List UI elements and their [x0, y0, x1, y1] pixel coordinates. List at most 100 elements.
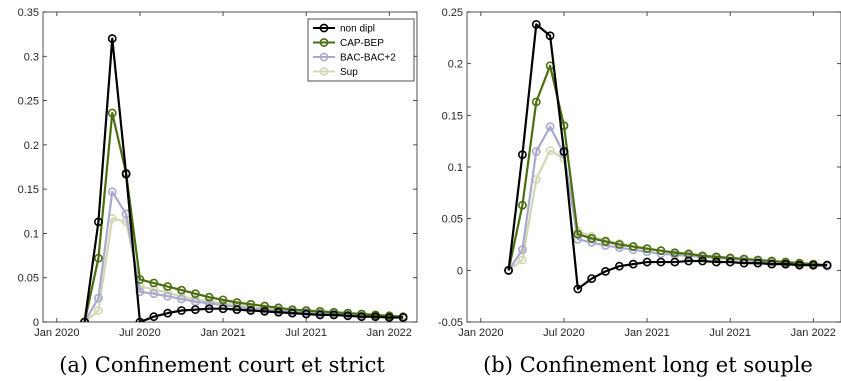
data-point: [711, 252, 721, 262]
data-point: [711, 257, 721, 267]
data-point: [94, 253, 103, 263]
data-point: [94, 217, 103, 227]
data-point: [698, 251, 707, 261]
data-point: [698, 256, 707, 266]
data-point: [545, 31, 555, 41]
data-point: [135, 317, 145, 322]
data-point: [357, 312, 366, 322]
data-point: [246, 306, 256, 315]
data-point: [614, 261, 624, 271]
data-point: [177, 306, 186, 315]
y-tick-label: 0.15: [442, 110, 463, 122]
y-tick-label: 0.2: [448, 59, 463, 71]
data-point: [107, 108, 117, 118]
legend-swatch-marker: [319, 38, 329, 47]
data-point: [190, 305, 200, 314]
plot-area: [466, 11, 841, 323]
data-point: [628, 242, 638, 251]
data-point: [642, 244, 652, 254]
data-point: [559, 147, 569, 156]
legend-label: non dipl: [340, 24, 375, 35]
y-tick-label: 0.25: [442, 7, 463, 19]
chart-panel-a: 0 0.05 0.1 0.15 0.2 0.25 0.3 0.35 Jan 2020 Jul 20…: [18, 7, 418, 377]
x-tick-label: Jan 2021: [624, 327, 669, 339]
data-point: [190, 289, 200, 299]
data-point: [149, 312, 159, 322]
data-point: [656, 257, 666, 267]
data-point: [573, 284, 583, 294]
caption: (a) Confinement court et strict: [59, 353, 385, 377]
series-non-dipl: [80, 34, 408, 322]
x-tick-label: Jan 2022: [367, 327, 412, 339]
data-point: [94, 293, 103, 303]
data-point: [274, 307, 283, 317]
data-point: [601, 236, 610, 246]
data-point: [371, 312, 380, 322]
chart-panel-b: -0.05 0 0.05 0.1 0.15 0.2 0.25 Jan 2020 Jul 2020…: [438, 7, 841, 377]
legend-swatch-marker: [319, 52, 329, 62]
data-point: [218, 304, 228, 314]
data-point: [684, 256, 694, 266]
data-point: [163, 308, 173, 318]
legend-swatch-marker: [319, 23, 329, 33]
x-tick-label: Jul 2020: [543, 327, 585, 339]
data-point: [767, 259, 777, 269]
data-point: [739, 258, 749, 268]
y-tick-label: 0.1: [24, 228, 39, 240]
x-tick-label: Jan 2022: [791, 327, 836, 339]
y-tick-label: 0.25: [18, 96, 39, 108]
y-tick-label: 0.3: [24, 51, 39, 63]
x-tick-label: Jul 2021: [709, 327, 751, 339]
data-point: [573, 234, 583, 244]
y-tick-label: 0.35: [18, 7, 39, 19]
data-point: [725, 257, 735, 267]
legend: non dipl CAP-BEP BAC-BAC+2 Sup: [307, 18, 415, 82]
data-point: [301, 309, 311, 319]
data-point: [107, 187, 117, 197]
y-tick-label: 0: [457, 265, 463, 277]
data-point: [628, 259, 638, 269]
legend-label: CAP-BEP: [340, 38, 384, 49]
data-point: [204, 298, 214, 308]
legend-label: BAC-BAC+2: [340, 53, 396, 64]
y-tick-label: 0.2: [24, 140, 39, 152]
data-point: [80, 317, 89, 322]
x-tick-label: Jan 2021: [200, 327, 245, 339]
data-point: [518, 150, 527, 159]
data-point: [795, 260, 804, 270]
series-line: [507, 23, 828, 291]
data-point: [587, 274, 597, 283]
legend-swatch-marker: [319, 67, 329, 76]
data-point: [531, 97, 541, 107]
data-point: [260, 306, 270, 316]
x-tick-label: Jan 2020: [34, 327, 79, 339]
y-tick-label: 0.15: [18, 184, 39, 196]
data-point: [545, 146, 555, 155]
data-point: [204, 292, 214, 302]
data-point: [518, 245, 527, 255]
data-point: [614, 240, 624, 249]
data-point: [518, 255, 527, 265]
data-point: [531, 19, 541, 29]
x-tick-label: Jan 2020: [458, 327, 503, 339]
series-line: [83, 37, 404, 322]
caption: (b) Confinement long et souple: [483, 353, 813, 377]
data-point: [753, 258, 763, 268]
data-point: [531, 147, 541, 156]
data-point: [260, 301, 270, 311]
y-tick-label: 0.05: [18, 273, 39, 285]
y-tick-label: 0: [33, 317, 39, 329]
x-tick-label: Jul 2020: [119, 327, 161, 339]
data-point: [670, 257, 680, 267]
data-point: [94, 306, 103, 315]
data-point: [518, 200, 527, 210]
x-tick-label: Jul 2021: [285, 327, 327, 339]
data-point: [656, 246, 666, 256]
data-point: [246, 299, 256, 309]
data-point: [384, 313, 394, 322]
legend-label: Sup: [340, 67, 358, 78]
data-point: [163, 291, 173, 301]
y-tick-label: 0.05: [442, 214, 463, 226]
y-tick-label: -0.05: [438, 317, 463, 329]
